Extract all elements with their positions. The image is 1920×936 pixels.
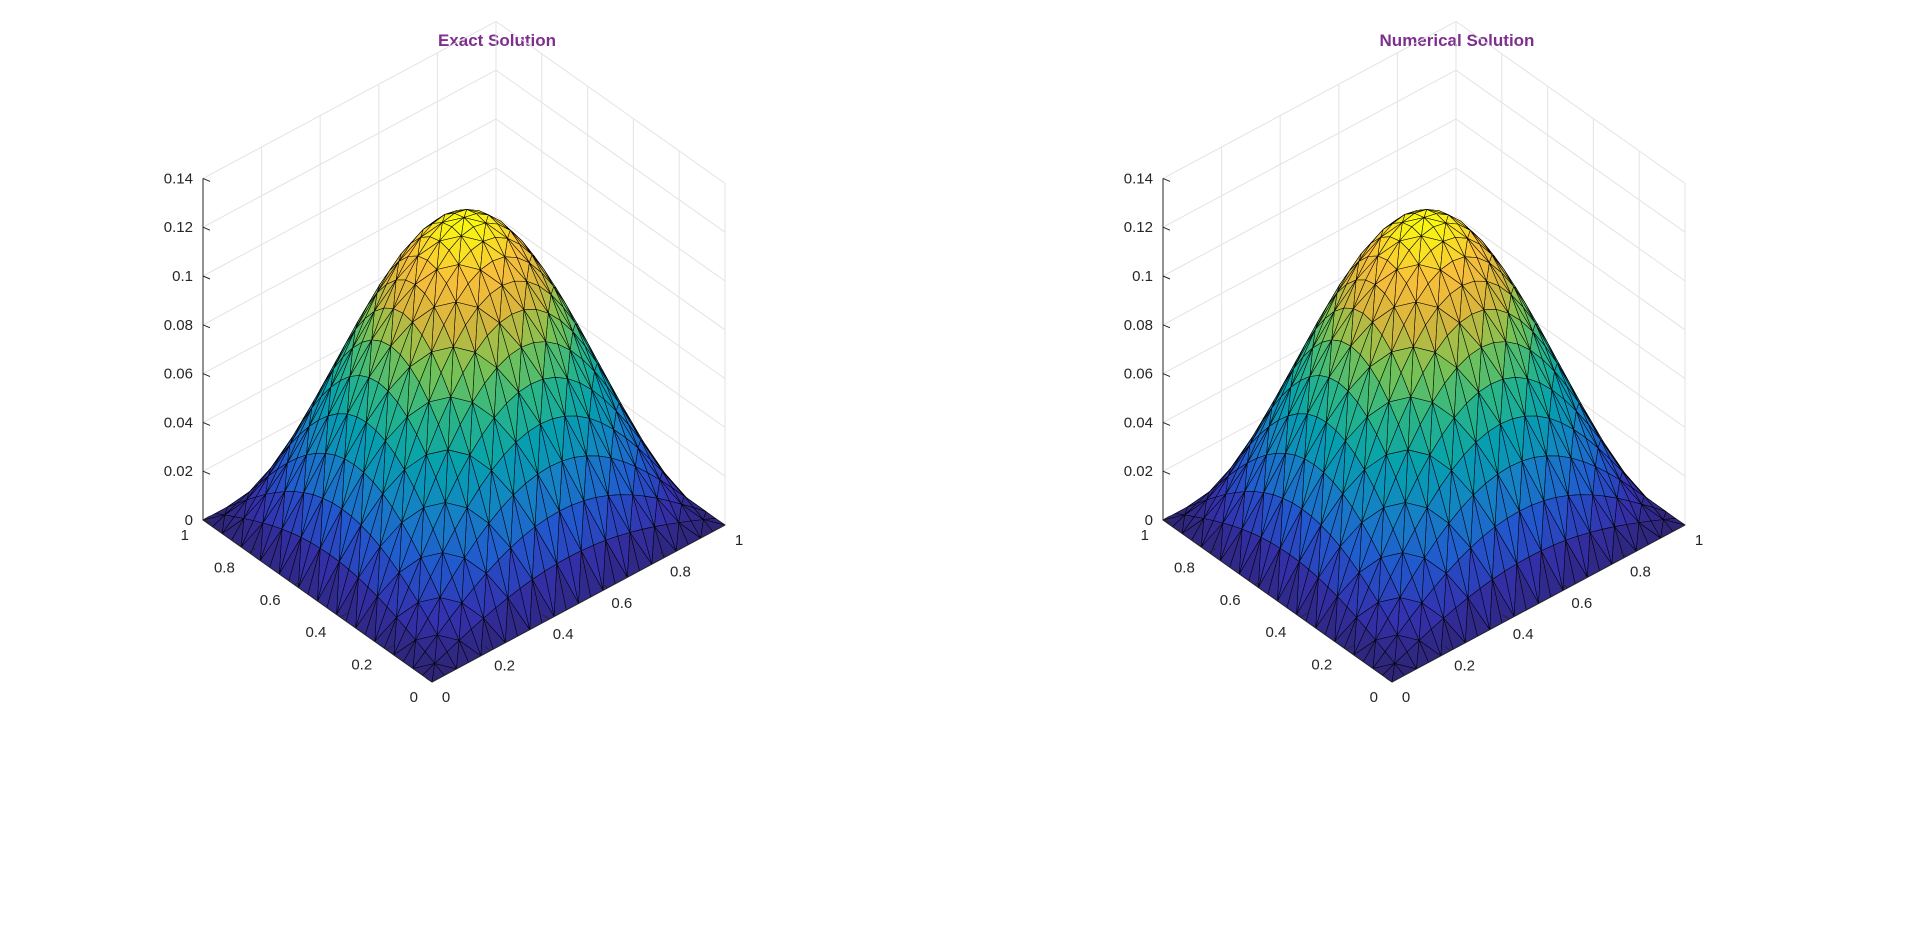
exact-z-tick <box>202 373 211 378</box>
exact-x-tick-label: 0 <box>442 689 450 706</box>
numerical-z-tick <box>1162 177 1171 182</box>
numerical-x-tick <box>1678 520 1686 526</box>
numerical-y-tick <box>1162 515 1171 521</box>
exact-z-tick-label: 0.02 <box>164 463 193 480</box>
exact-z-tick <box>202 177 211 182</box>
exact-y-tick <box>248 547 257 553</box>
numerical-x-tick-label: 0.4 <box>1513 626 1534 643</box>
numerical-y-tick <box>1208 547 1217 553</box>
numerical-y-tick-label: 0.8 <box>1174 559 1195 576</box>
exact-x-tick <box>718 520 726 526</box>
exact-z-tick-label: 0.14 <box>164 170 193 187</box>
numerical-y-tick <box>1254 580 1262 586</box>
exact-x-tick <box>601 583 609 589</box>
numerical-z-tick-label: 0.14 <box>1124 170 1153 187</box>
exact-x-tick-label: 0.4 <box>553 626 574 643</box>
exact-z-tick <box>202 519 211 524</box>
exact-y-tick <box>294 580 302 586</box>
exact-y-tick-label: 0.2 <box>351 657 372 674</box>
numerical-y-tick-label: 0.6 <box>1220 592 1241 609</box>
numerical-x-tick <box>1561 583 1569 589</box>
exact-x-tick-label: 0.6 <box>611 595 632 612</box>
numerical-x-tick-label: 0 <box>1402 689 1410 706</box>
numerical-solution-chart: Numerical Solution00.20.40.60.8100.20.40… <box>1124 20 1703 706</box>
exact-z-tick-label: 0.1 <box>172 268 193 285</box>
exact-x-tick <box>542 614 550 620</box>
numerical-y-tick-label: 0.2 <box>1311 657 1332 674</box>
numerical-z-tick-label: 0.04 <box>1124 414 1153 431</box>
exact-z-tick-label: 0.06 <box>164 366 193 383</box>
exact-y-tick <box>431 677 440 683</box>
numerical-z-tick <box>1162 373 1171 378</box>
exact-y-tick-label: 0 <box>410 689 418 706</box>
numerical-x-tick <box>1385 677 1393 683</box>
exact-z-tick <box>202 226 211 231</box>
numerical-y-tick-label: 0 <box>1370 689 1378 706</box>
numerical-x-tick-label: 0.8 <box>1630 563 1651 580</box>
numerical-z-tick-label: 0.12 <box>1124 219 1153 236</box>
numerical-z-tick-label: 0.02 <box>1124 463 1153 480</box>
numerical-y-axis <box>1162 519 1393 683</box>
numerical-solution-panel: Numerical Solution 0 0.2 0.4 0.6 0.8 1 0 0.2 0.4 0… <box>960 0 1920 936</box>
exact-y-tick <box>340 612 348 618</box>
numerical-z-tick <box>1162 519 1171 524</box>
exact-chart-title: Exact Solution <box>438 31 556 50</box>
exact-x-tick <box>484 646 491 652</box>
numerical-y-tick <box>1300 612 1308 618</box>
exact-x-tick-label: 1 <box>735 532 743 549</box>
numerical-x-axis <box>1391 524 1686 683</box>
exact-y-tick-label: 0.6 <box>260 592 281 609</box>
exact-y-tick-label: 0.8 <box>214 559 235 576</box>
exact-x-tick-label: 0.8 <box>670 563 691 580</box>
exact-z-tick <box>202 470 211 475</box>
numerical-chart-title: Numerical Solution <box>1380 31 1535 50</box>
exact-y-tick <box>385 645 394 651</box>
numerical-z-tick-label: 0.1 <box>1132 268 1153 285</box>
numerical-y-tick <box>1391 677 1400 683</box>
numerical-x-tick-label: 0.2 <box>1454 658 1475 675</box>
exact-z-tick-label: 0.08 <box>164 317 193 334</box>
numerical-z-tick <box>1162 324 1171 329</box>
exact-y-tick-label: 0.4 <box>306 624 327 641</box>
exact-z-tick-label: 0.04 <box>164 414 193 431</box>
exact-y-axis <box>202 519 433 683</box>
numerical-y-tick <box>1345 645 1354 651</box>
numerical-z-tick <box>1162 470 1171 475</box>
numerical-x-tick-label: 0.6 <box>1571 595 1592 612</box>
numerical-y-tick-label: 1 <box>1141 527 1149 544</box>
exact-z-tick <box>202 324 211 329</box>
exact-z-tick <box>202 275 211 280</box>
numerical-x-tick <box>1444 646 1451 652</box>
exact-solution-panel: Exact Solution 0 0.2 0.4 0.6 0.8 1 0 0.2 0.4 0.6 0.… <box>164 20 743 706</box>
exact-y-tick <box>202 515 211 521</box>
exact-z-tick <box>202 421 211 426</box>
numerical-z-tick <box>1162 226 1171 231</box>
numerical-z-tick <box>1162 421 1171 426</box>
exact-x-tick <box>660 551 667 557</box>
exact-x-tick-label: 0.2 <box>494 658 515 675</box>
numerical-z-tick-label: 0 <box>1145 512 1153 529</box>
numerical-z-tick-label: 0.08 <box>1124 317 1153 334</box>
exact-surface <box>202 209 726 683</box>
numerical-surface <box>1162 209 1686 683</box>
exact-x-tick <box>425 677 433 683</box>
numerical-y-tick-label: 0.4 <box>1266 624 1287 641</box>
exact-z-tick-label: 0 <box>185 512 193 529</box>
numerical-z-tick <box>1162 275 1171 280</box>
numerical-axes <box>1162 177 1686 683</box>
exact-axes <box>202 177 726 683</box>
exact-y-tick-label: 1 <box>181 527 189 544</box>
numerical-z-tick-label: 0.06 <box>1124 366 1153 383</box>
exact-z-tick-label: 0.12 <box>164 219 193 236</box>
exact-x-axis <box>431 524 726 683</box>
numerical-x-tick <box>1620 551 1627 557</box>
numerical-x-tick-label: 1 <box>1695 532 1703 549</box>
exact-solution-chart: Exact Solution00.20.40.60.8100.20.40.60.… <box>164 20 743 706</box>
numerical-x-tick <box>1502 614 1510 620</box>
